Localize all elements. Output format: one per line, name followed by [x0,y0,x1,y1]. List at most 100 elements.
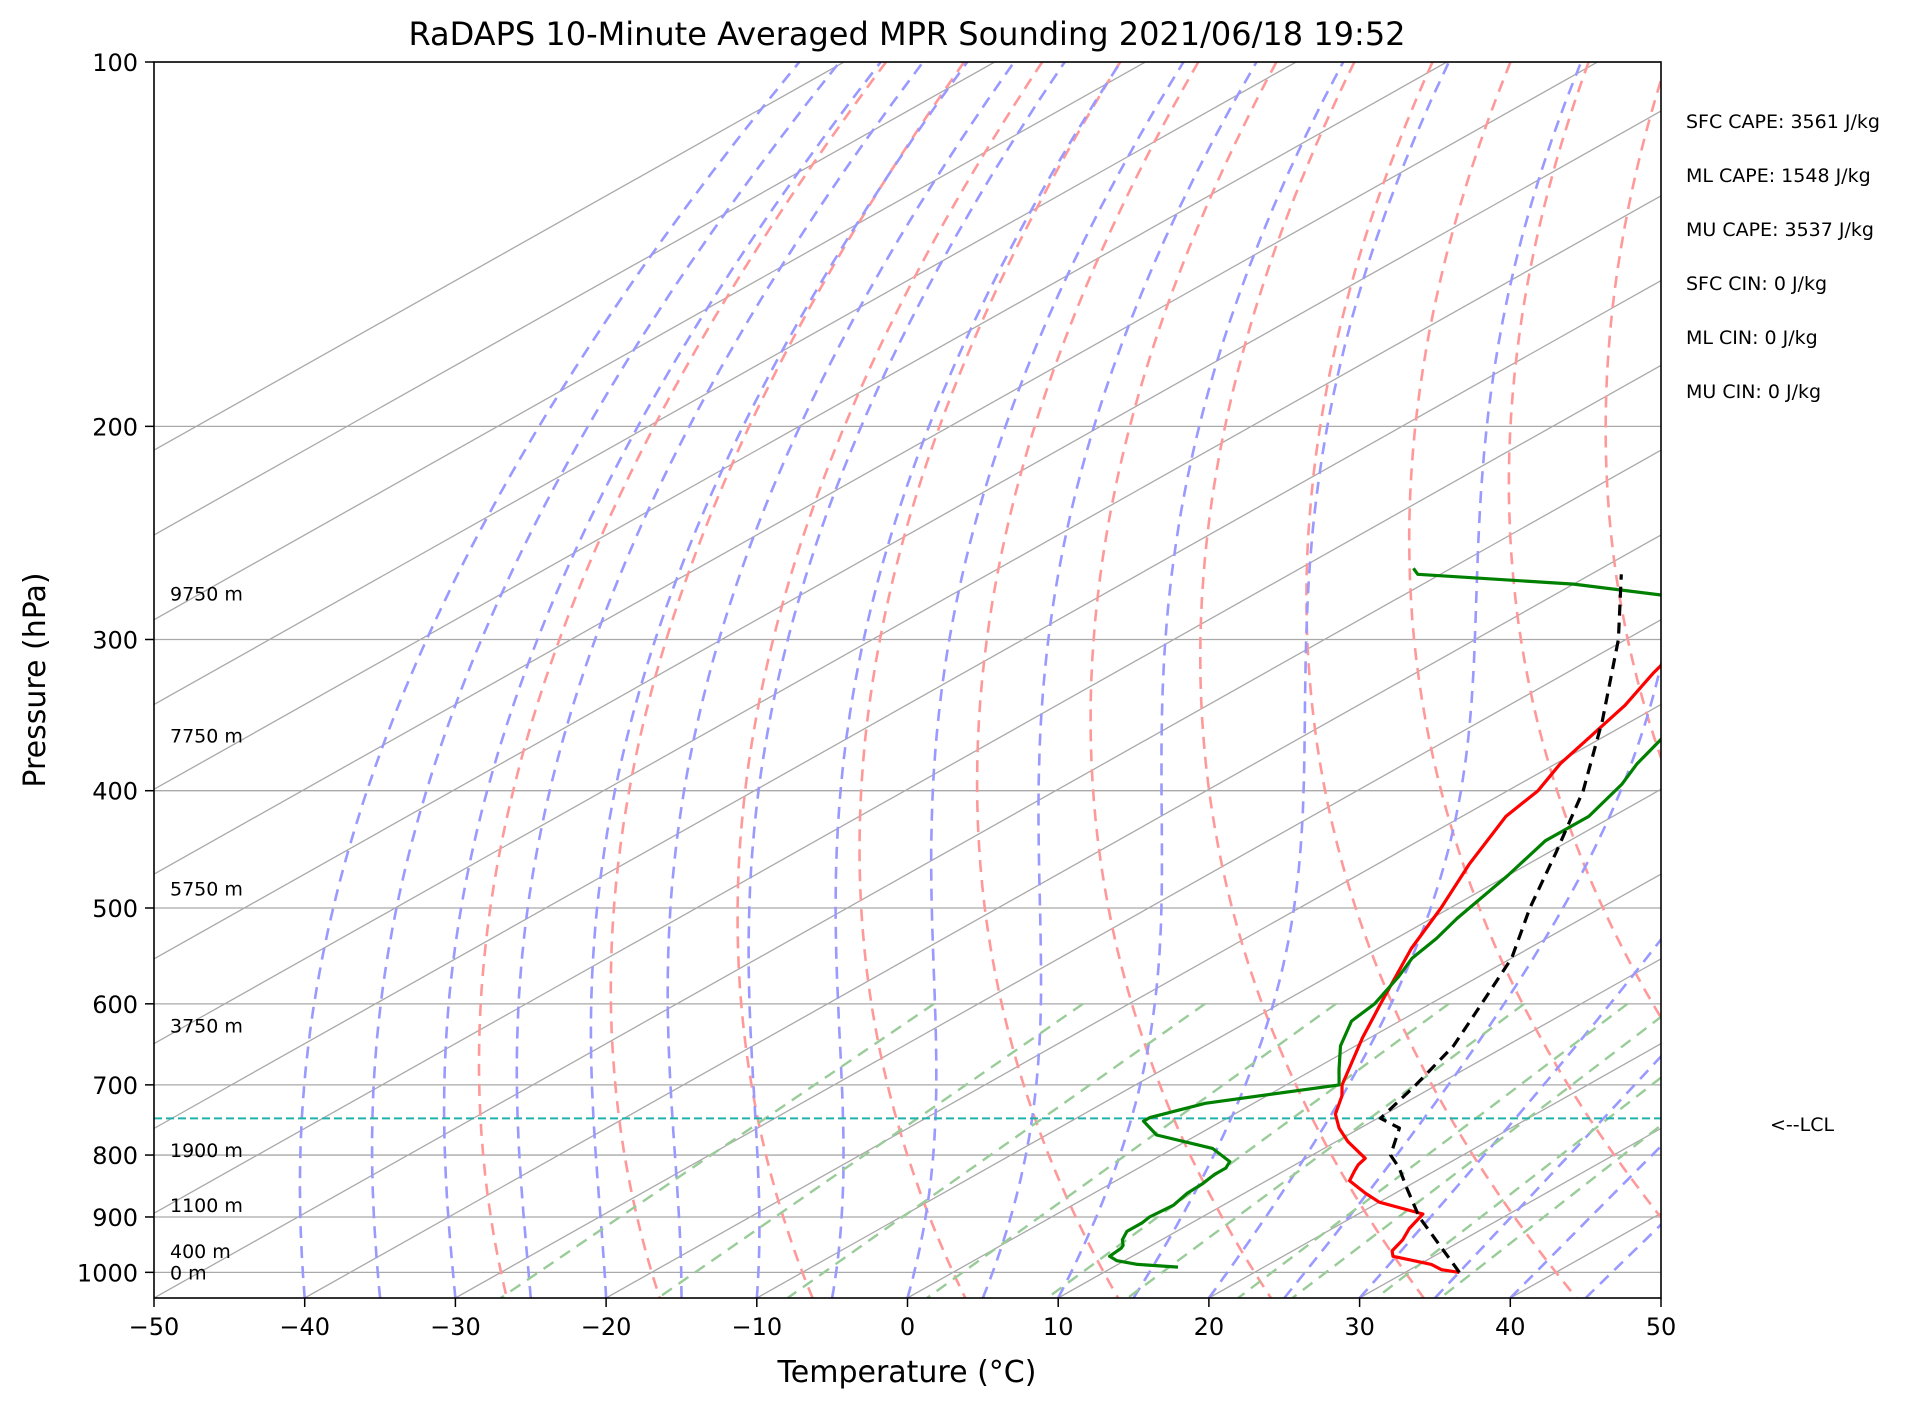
x-tick-label: 0 [900,1313,915,1341]
sounding-profiles [1108,567,1661,1274]
mixing-ratio-line [1046,1002,1450,1298]
parcel-line [1379,574,1623,1274]
height-label: 3750 m [170,1015,243,1037]
x-tick-label: −40 [279,1313,330,1341]
y-tick-label: 1000 [77,1259,138,1287]
isotherm-line [154,62,1598,875]
isotherm-line [154,62,845,451]
dry-adiabat-line [609,62,966,1298]
x-tick-label: 10 [1043,1313,1074,1341]
y-tick-label: 900 [92,1204,138,1232]
x-tick-label: −10 [731,1313,782,1341]
moist-adiabat-line [370,62,841,1298]
moist-adiabat-line [515,62,925,1298]
height-label: 1900 m [170,1140,243,1162]
plot-area [154,62,1661,1298]
x-tick-label: −50 [129,1313,180,1341]
mixing-ratio-line [499,1002,935,1298]
isotherm-line [1208,1042,1661,1298]
moist-adiabat-line [747,62,1066,1298]
height-labels: 9750 m 7750 m 5750 m 3750 m 1900 m 1100 m 400 … [170,584,243,1285]
y-tick-label: 100 [92,49,138,77]
isotherm-line [154,279,1661,1130]
moist-adiabat-line [906,62,1185,1298]
x-tick-label: 30 [1344,1313,1375,1341]
moist-adiabat-line [442,62,882,1298]
isotherm-line [605,703,1661,1298]
dry-adiabat-line [1305,62,1578,1298]
y-tick-label: 800 [92,1142,138,1170]
stat-annotation: SFC CIN: 0 J/kg [1686,273,1827,295]
y-axis-label: Pressure (hPa) [18,572,53,787]
y-tick-label: 700 [92,1072,138,1100]
moist-adiabat-line [1509,1144,1661,1298]
height-label: 7750 m [170,725,243,747]
moist-adiabat-lines [298,62,1661,1298]
mixing-ratio-line [657,1002,1084,1298]
x-tick-label: −20 [581,1313,632,1341]
dry-adiabat-line [1089,62,1278,1298]
mixing-ratio-lines [499,1002,1661,1298]
moist-adiabat-line [666,62,1016,1298]
height-label: 0 m [170,1262,207,1284]
x-axis-label: Temperature (°C) [777,1355,1037,1390]
dry-adiabat-line [736,62,1044,1298]
isotherm-line [154,195,1661,1045]
moist-adiabat-line [589,62,969,1298]
y-tick-label: 300 [92,626,138,654]
isotherm-line [756,788,1661,1298]
isotherm-line [455,618,1661,1298]
isotherm-line [154,110,1661,960]
moist-adiabat-line [298,62,801,1298]
y-tick-label: 200 [92,413,138,441]
plot-background [154,62,1661,1298]
mixing-ratio-line [1126,1002,1525,1298]
isotherm-line [154,62,996,536]
isotherm-line [154,62,1448,791]
isotherm-line [907,873,1661,1298]
height-label: 9750 m [170,584,243,606]
x-tick-label: 40 [1495,1313,1526,1341]
height-label: 1100 m [170,1195,243,1217]
dry-adiabat-line [1604,75,1661,762]
stat-annotation: MU CIN: 0 J/kg [1686,381,1821,403]
stat-annotation: SFC CAPE: 3561 J/kg [1686,111,1880,133]
isotherm-line [154,449,1661,1298]
y-tick-label: 500 [92,895,138,923]
mixing-ratio-line [1291,1015,1661,1298]
y-axis-ticks: 100 200 300 400 500 600 700 800 900 1000 [77,49,154,1287]
stats-panel: SFC CAPE: 3561 J/kg ML CAPE: 1548 J/kg MU … [1686,111,1880,403]
moist-adiabat-line [1132,62,1451,1298]
chart-title: RaDAPS 10-Minute Averaged MPR Sounding 2… [408,15,1405,53]
moist-adiabat-line [1207,62,1583,1298]
dewpoint-line [1108,567,1661,1269]
x-axis-ticks: −50 −40 −30 −20 −10 0 10 20 30 40 50 [129,1298,1677,1341]
mixing-ratio-line [1375,1076,1661,1298]
mixing-ratio-line [786,1002,1206,1298]
isobar-grid [154,62,1661,1274]
moist-adiabat-line [981,62,1258,1298]
temperature-line [1333,663,1661,1274]
moist-adiabat-line [830,62,1122,1298]
stat-annotation: MU CAPE: 3537 J/kg [1686,219,1874,241]
isotherm-line [1057,958,1661,1298]
x-tick-label: 20 [1194,1313,1225,1341]
y-tick-label: 600 [92,991,138,1019]
stat-annotation: ML CAPE: 1548 J/kg [1686,165,1871,187]
lcl-label: <--LCL [1770,1114,1834,1136]
mixing-ratio-line [1237,1002,1629,1298]
x-tick-label: 50 [1646,1313,1677,1341]
dry-adiabat-line [858,62,1122,1298]
height-label: 5750 m [170,879,243,901]
isotherm-line [154,62,1297,706]
stat-annotation: ML CIN: 0 J/kg [1686,327,1818,349]
mixing-ratio-line [926,1002,1337,1298]
x-tick-label: −30 [430,1313,481,1341]
dry-adiabat-line [1507,62,1661,1021]
y-tick-label: 400 [92,778,138,806]
dry-adiabat-line [975,62,1200,1298]
height-label: 400 m [170,1241,231,1263]
isotherm-line [154,364,1661,1214]
dry-adiabat-line [477,62,888,1298]
